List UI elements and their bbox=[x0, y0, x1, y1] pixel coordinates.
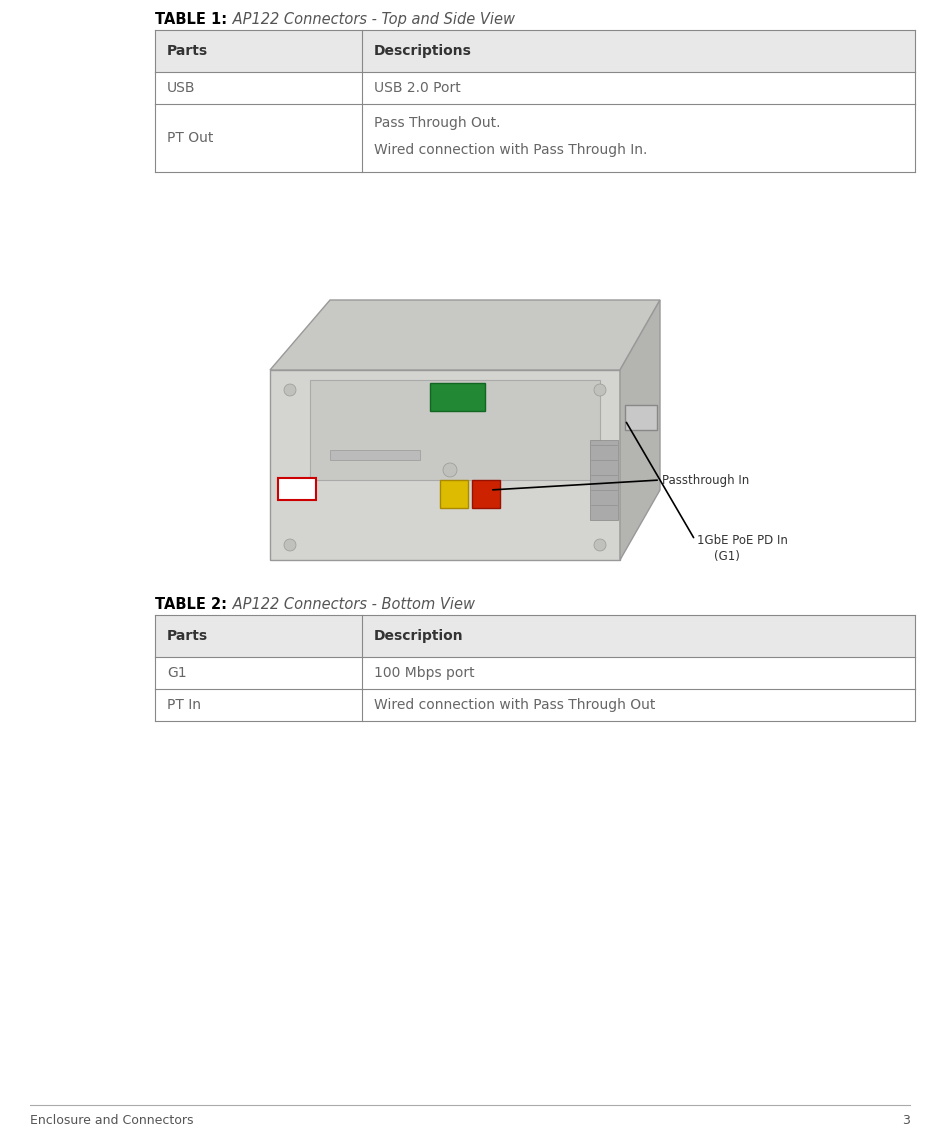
Text: Parts: Parts bbox=[167, 629, 208, 643]
Text: Passthrough In: Passthrough In bbox=[662, 473, 749, 487]
Bar bbox=[440, 480, 468, 508]
Bar bbox=[430, 384, 485, 411]
Polygon shape bbox=[270, 300, 660, 370]
Bar bbox=[625, 405, 657, 430]
Text: Enclosure and Connectors: Enclosure and Connectors bbox=[30, 1113, 194, 1127]
Circle shape bbox=[443, 463, 457, 477]
Bar bbox=[330, 450, 420, 460]
Circle shape bbox=[594, 539, 606, 551]
Bar bbox=[472, 480, 500, 508]
Bar bbox=[590, 440, 618, 520]
Text: Description: Description bbox=[374, 629, 463, 643]
Polygon shape bbox=[620, 300, 660, 560]
Polygon shape bbox=[270, 370, 620, 560]
Bar bbox=[310, 380, 600, 480]
Text: Descriptions: Descriptions bbox=[374, 44, 472, 58]
Text: Pass Through Out.: Pass Through Out. bbox=[374, 116, 500, 130]
Circle shape bbox=[594, 384, 606, 396]
Bar bbox=[155, 104, 915, 172]
Text: 1GbE PoE PD In: 1GbE PoE PD In bbox=[697, 534, 788, 546]
Bar bbox=[155, 72, 915, 104]
Circle shape bbox=[284, 384, 296, 396]
Text: (G1): (G1) bbox=[714, 550, 740, 562]
Text: PT In: PT In bbox=[167, 698, 201, 712]
Circle shape bbox=[284, 539, 296, 551]
Text: USB 2.0 Port: USB 2.0 Port bbox=[374, 81, 461, 94]
Text: Wired connection with Pass Through In.: Wired connection with Pass Through In. bbox=[374, 143, 647, 157]
Text: Parts: Parts bbox=[167, 44, 208, 58]
Text: TABLE 2:: TABLE 2: bbox=[155, 597, 227, 612]
Text: 3: 3 bbox=[902, 1113, 910, 1127]
Text: Wired connection with Pass Through Out: Wired connection with Pass Through Out bbox=[374, 698, 655, 712]
Text: USB: USB bbox=[167, 81, 196, 94]
Text: AP122 Connectors - Bottom View: AP122 Connectors - Bottom View bbox=[228, 597, 475, 612]
Bar bbox=[155, 615, 915, 657]
Text: 100 Mbps port: 100 Mbps port bbox=[374, 666, 475, 681]
Bar bbox=[155, 30, 915, 72]
Text: PT Out: PT Out bbox=[167, 131, 213, 145]
Text: AP122 Connectors - Top and Side View: AP122 Connectors - Top and Side View bbox=[228, 13, 515, 27]
Bar bbox=[155, 657, 915, 688]
Bar bbox=[155, 688, 915, 721]
Bar bbox=[278, 478, 316, 500]
Text: TABLE 1:: TABLE 1: bbox=[155, 13, 227, 27]
Text: G1: G1 bbox=[167, 666, 187, 681]
